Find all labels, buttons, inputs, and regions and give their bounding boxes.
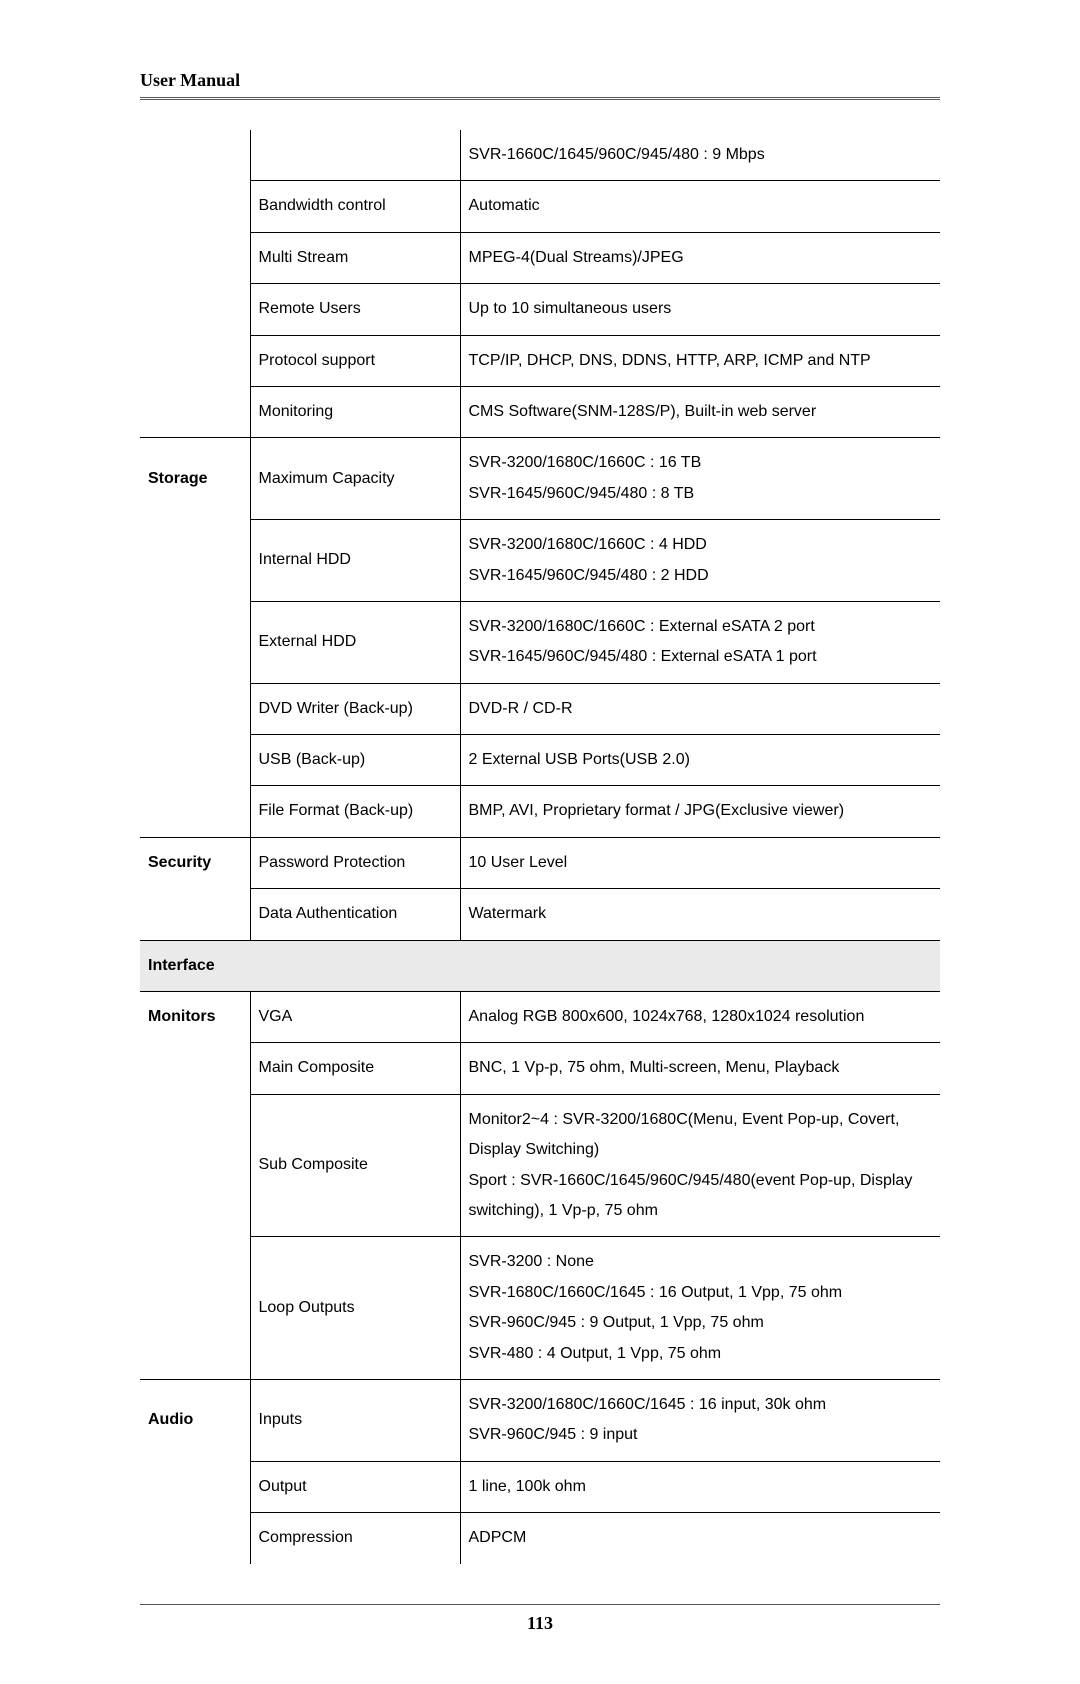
item-cell: Bandwidth control — [250, 181, 460, 232]
table-row: Internal HDDSVR-3200/1680C/1660C : 4 HDD… — [140, 520, 940, 602]
spec-cell: BNC, 1 Vp-p, 75 ohm, Multi-screen, Menu,… — [460, 1043, 940, 1094]
spec-table: SVR-1660C/1645/960C/945/480 : 9 MbpsBand… — [140, 130, 940, 1564]
item-cell: Multi Stream — [250, 232, 460, 283]
table-row: Bandwidth controlAutomatic — [140, 181, 940, 232]
category-cell — [140, 1461, 250, 1512]
spec-cell: SVR-3200/1680C/1660C : 4 HDD SVR-1645/96… — [460, 520, 940, 602]
table-row: MonitoringCMS Software(SNM-128S/P), Buil… — [140, 386, 940, 437]
category-cell — [140, 1513, 250, 1564]
table-row: Output1 line, 100k ohm — [140, 1461, 940, 1512]
category-cell — [140, 1094, 250, 1237]
item-cell: Output — [250, 1461, 460, 1512]
category-cell — [140, 232, 250, 283]
item-cell: Password Protection — [250, 837, 460, 888]
table-row: Sub CompositeMonitor2~4 : SVR-3200/1680C… — [140, 1094, 940, 1237]
category-cell: Monitors — [140, 992, 250, 1043]
item-cell: Main Composite — [250, 1043, 460, 1094]
category-cell — [140, 386, 250, 437]
spec-cell: 2 External USB Ports(USB 2.0) — [460, 735, 940, 786]
category-cell: Security — [140, 837, 250, 888]
spec-cell: Monitor2~4 : SVR-3200/1680C(Menu, Event … — [460, 1094, 940, 1237]
spec-cell: TCP/IP, DHCP, DNS, DDNS, HTTP, ARP, ICMP… — [460, 335, 940, 386]
item-cell: External HDD — [250, 601, 460, 683]
table-row: DVD Writer (Back-up)DVD-R / CD-R — [140, 683, 940, 734]
table-row: CompressionADPCM — [140, 1513, 940, 1564]
spec-cell: SVR-3200 : None SVR-1680C/1660C/1645 : 1… — [460, 1237, 940, 1380]
category-cell — [140, 889, 250, 940]
item-cell: File Format (Back-up) — [250, 786, 460, 837]
spec-cell: Up to 10 simultaneous users — [460, 284, 940, 335]
category-cell — [140, 335, 250, 386]
category-cell — [140, 735, 250, 786]
table-row: File Format (Back-up)BMP, AVI, Proprieta… — [140, 786, 940, 837]
table-row: Remote UsersUp to 10 simultaneous users — [140, 284, 940, 335]
item-cell: VGA — [250, 992, 460, 1043]
category-cell: Storage — [140, 438, 250, 520]
spec-cell: BMP, AVI, Proprietary format / JPG(Exclu… — [460, 786, 940, 837]
item-cell: Remote Users — [250, 284, 460, 335]
item-cell — [250, 130, 460, 181]
table-row: Protocol supportTCP/IP, DHCP, DNS, DDNS,… — [140, 335, 940, 386]
spec-cell: SVR-3200/1680C/1660C : 16 TB SVR-1645/96… — [460, 438, 940, 520]
category-cell — [140, 130, 250, 181]
table-row: Interface — [140, 940, 940, 991]
spec-cell: SVR-3200/1680C/1660C : External eSATA 2 … — [460, 601, 940, 683]
item-cell: Internal HDD — [250, 520, 460, 602]
spec-cell: Watermark — [460, 889, 940, 940]
page-header: User Manual — [140, 70, 940, 91]
item-cell: Loop Outputs — [250, 1237, 460, 1380]
category-cell — [140, 1043, 250, 1094]
item-cell: DVD Writer (Back-up) — [250, 683, 460, 734]
item-cell: Compression — [250, 1513, 460, 1564]
spec-cell: 10 User Level — [460, 837, 940, 888]
section-header: Interface — [140, 940, 940, 991]
footer-divider — [140, 1604, 940, 1605]
spec-cell: ADPCM — [460, 1513, 940, 1564]
spec-cell: MPEG-4(Dual Streams)/JPEG — [460, 232, 940, 283]
category-cell — [140, 683, 250, 734]
table-row: MonitorsVGAAnalog RGB 800x600, 1024x768,… — [140, 992, 940, 1043]
item-cell: Data Authentication — [250, 889, 460, 940]
table-row: Data AuthenticationWatermark — [140, 889, 940, 940]
category-cell — [140, 1237, 250, 1380]
category-cell — [140, 520, 250, 602]
table-row: Loop OutputsSVR-3200 : None SVR-1680C/16… — [140, 1237, 940, 1380]
spec-cell: 1 line, 100k ohm — [460, 1461, 940, 1512]
spec-cell: SVR-1660C/1645/960C/945/480 : 9 Mbps — [460, 130, 940, 181]
item-cell: Maximum Capacity — [250, 438, 460, 520]
item-cell: USB (Back-up) — [250, 735, 460, 786]
table-row: AudioInputsSVR-3200/1680C/1660C/1645 : 1… — [140, 1379, 940, 1461]
table-row: StorageMaximum CapacitySVR-3200/1680C/16… — [140, 438, 940, 520]
category-cell: Audio — [140, 1379, 250, 1461]
table-row: USB (Back-up)2 External USB Ports(USB 2.… — [140, 735, 940, 786]
table-row: SVR-1660C/1645/960C/945/480 : 9 Mbps — [140, 130, 940, 181]
table-row: Multi StreamMPEG-4(Dual Streams)/JPEG — [140, 232, 940, 283]
item-cell: Protocol support — [250, 335, 460, 386]
page-number: 113 — [140, 1613, 940, 1634]
item-cell: Sub Composite — [250, 1094, 460, 1237]
category-cell — [140, 786, 250, 837]
spec-cell: CMS Software(SNM-128S/P), Built-in web s… — [460, 386, 940, 437]
spec-cell: Analog RGB 800x600, 1024x768, 1280x1024 … — [460, 992, 940, 1043]
category-cell — [140, 601, 250, 683]
table-row: External HDDSVR-3200/1680C/1660C : Exter… — [140, 601, 940, 683]
table-row: SecurityPassword Protection10 User Level — [140, 837, 940, 888]
spec-cell: DVD-R / CD-R — [460, 683, 940, 734]
spec-cell: Automatic — [460, 181, 940, 232]
category-cell — [140, 181, 250, 232]
item-cell: Inputs — [250, 1379, 460, 1461]
table-row: Main CompositeBNC, 1 Vp-p, 75 ohm, Multi… — [140, 1043, 940, 1094]
category-cell — [140, 284, 250, 335]
header-divider — [140, 97, 940, 100]
spec-cell: SVR-3200/1680C/1660C/1645 : 16 input, 30… — [460, 1379, 940, 1461]
item-cell: Monitoring — [250, 386, 460, 437]
